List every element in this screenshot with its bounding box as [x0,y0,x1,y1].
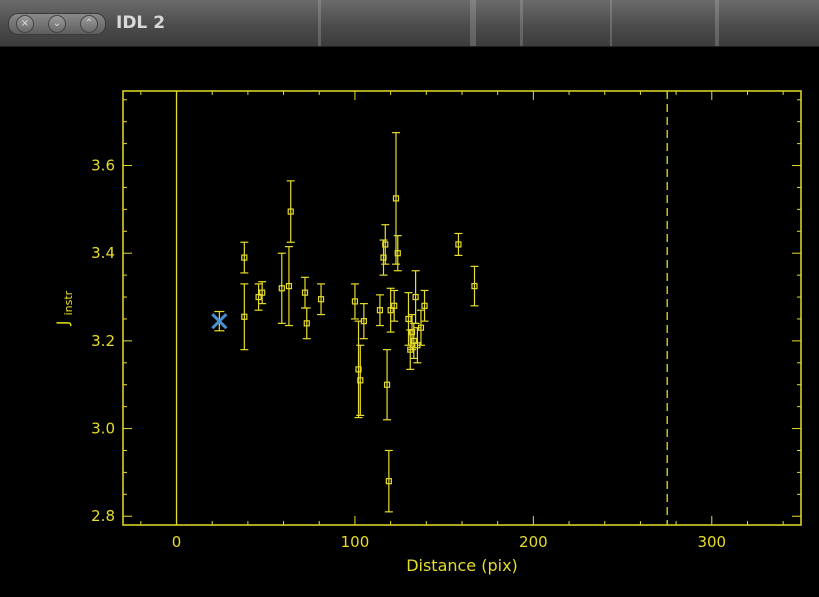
x-tick-label: 0 [172,533,182,551]
point-marker [360,318,367,325]
titlebar-texture [715,0,719,46]
plot-area[interactable]: 0 100 200 300 2.8 3.0 3.2 3.4 3.6 Distance (pix)… [0,47,819,593]
maximize-button[interactable]: ⌃ [80,15,98,33]
point-marker [410,337,417,344]
point-marker [241,313,248,320]
data-point [404,292,413,346]
point-marker [405,315,412,323]
reference-lines [175,91,668,525]
point-marker [383,381,391,388]
data-point [350,283,359,320]
data-point [359,303,368,340]
titlebar-texture [520,0,523,46]
point-marker [376,307,384,314]
scatter-plot: 0 100 200 300 2.8 3.0 3.2 3.4 3.6 Distance (pix)… [53,90,802,575]
point-marker [391,302,398,309]
axes: 0 100 200 300 2.8 3.0 3.2 3.4 3.6 [91,90,802,551]
data-point [393,235,402,272]
point-marker [421,302,428,309]
titlebar-texture [318,0,321,46]
y-axis-label-main: J [53,320,72,326]
point-marker [408,329,416,336]
data-point [317,283,326,316]
point-marker [392,195,400,202]
point-marker [412,293,419,301]
data-point [454,232,463,256]
data-point [286,180,295,243]
data-point [384,449,393,513]
data-point [383,349,392,421]
point-marker [394,250,401,257]
data-point [470,265,479,307]
data-point [379,239,388,276]
data-point [409,322,418,360]
y-tick-label: 3.6 [91,157,115,175]
point-marker [278,285,285,292]
data-point [420,289,429,322]
titlebar-texture [610,0,612,46]
minimize-button[interactable]: ⌄ [48,15,66,33]
data-point [240,283,249,351]
close-icon: × [20,18,30,29]
data-point [375,294,384,327]
point-marker [471,282,478,290]
window-title: IDL 2 [116,13,166,33]
data-point [390,289,399,322]
y-tick-label: 3.2 [91,332,115,350]
point-marker [380,254,387,261]
point-marker [385,478,392,485]
x-axis-label: Distance (pix) [406,556,518,575]
window-controls: × ⌄ ⌃ [8,13,106,35]
point-marker [259,289,266,296]
data-point [356,344,365,417]
data-point [300,276,309,309]
minimize-icon: ⌄ [52,18,62,29]
data-point [277,252,286,324]
data-point [258,281,267,305]
data-point [381,224,390,265]
titlebar-texture [470,0,476,46]
point-marker [357,377,364,384]
close-button[interactable]: × [16,15,34,33]
window-titlebar[interactable]: × ⌄ ⌃ IDL 2 [0,0,819,47]
point-marker [382,241,389,248]
data-point [254,283,263,311]
point-marker [287,208,294,215]
data-point [386,287,395,333]
y-axis-label: J instr [53,290,75,326]
x-tick-label: 300 [697,533,726,551]
data-point [354,320,363,419]
data-point [240,241,249,274]
y-axis-label-subscript: instr [62,290,75,315]
maximize-icon: ⌃ [84,18,94,29]
point-marker [317,296,325,303]
point-marker [351,298,359,305]
point-marker [255,293,262,301]
plot-frame [122,90,802,526]
data-point [302,307,311,340]
point-marker [301,289,309,296]
highlighted-data-point [211,310,228,332]
data-point [416,309,425,346]
point-marker [387,307,394,314]
point-marker [355,366,362,373]
point-marker [303,320,310,327]
x-tick-label: 100 [341,533,370,551]
y-tick-label: 3.0 [91,420,115,438]
point-marker [417,324,425,331]
point-marker [455,241,462,248]
x-tick-label: 200 [519,533,548,551]
y-tick-label: 3.4 [91,244,115,262]
data-points [211,132,479,513]
data-point [284,246,293,327]
data-point [411,270,420,324]
x-marker-stroke [211,313,228,330]
point-marker [285,282,293,290]
y-tick-label: 2.8 [91,507,115,525]
point-marker [241,254,248,261]
data-point [391,132,400,265]
